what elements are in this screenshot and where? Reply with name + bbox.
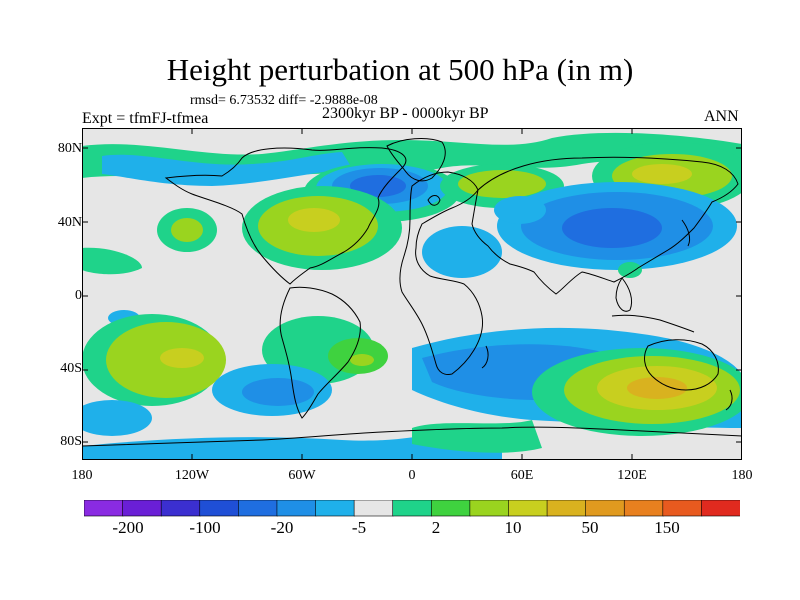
coast-asia: [471, 156, 739, 295]
season-label: ANN: [704, 108, 739, 125]
coast-greenland: [386, 138, 446, 182]
colorbar-swatch: [623, 500, 664, 517]
colorbar-swatch: [276, 500, 317, 517]
axis-ticks: [82, 128, 742, 460]
field-south-pacific: [82, 314, 388, 436]
colorbar-swatch: [430, 500, 471, 517]
map-panel: [82, 128, 742, 460]
coast-indochina: [615, 277, 633, 312]
field-north-pacific: [82, 186, 402, 275]
coast-madagascar: [481, 345, 489, 369]
coast-antarctica: [82, 426, 742, 447]
stats-label: rmsd= 6.73532 diff= -2.9888e-08: [190, 93, 378, 108]
experiment-label: Expt = tfmFJ-tfmea: [82, 110, 209, 127]
plot-title: Height perturbation at 500 hPa (in m): [166, 52, 634, 87]
coast-britain: [427, 195, 441, 206]
colorbar-swatch: [353, 500, 394, 517]
colorbar-swatch: [701, 500, 740, 517]
colorbar-swatch: [469, 500, 510, 517]
lat-label-0: 0: [75, 288, 82, 303]
coast-australia: [644, 339, 719, 391]
colorbar: [84, 500, 740, 517]
lon-label-180-west: 180: [71, 468, 93, 483]
colorbar-swatch: [160, 500, 201, 517]
lon-label-120w: 120W: [174, 468, 210, 483]
lon-label-0: 0: [408, 468, 416, 483]
lat-label-80s: 80S: [60, 434, 82, 449]
colorbar-label: 150: [654, 518, 680, 537]
lat-label-40s: 40S: [60, 361, 82, 376]
colorbar-swatch: [392, 500, 433, 517]
colorbar-label: 2: [431, 518, 441, 537]
colorbar-swatch: [546, 500, 587, 517]
period-label: 2300kyr BP - 0000kyr BP: [322, 105, 489, 122]
colorbar-swatch: [585, 500, 626, 517]
lon-label-120e: 120E: [617, 468, 647, 483]
coast-japan: [681, 219, 691, 247]
colorbar-label: -5: [351, 518, 367, 537]
lon-label-60w: 60W: [288, 468, 316, 483]
coast-south-america: [279, 286, 361, 419]
colorbar-swatch: [662, 500, 703, 517]
coast-europe-africa: [399, 171, 483, 375]
colorbar-label: -20: [270, 518, 294, 537]
coast-indonesia: [611, 314, 695, 333]
lat-label-40n: 40N: [57, 215, 82, 230]
colorbar-swatch: [238, 500, 278, 517]
lat-label-80n: 80N: [57, 141, 82, 156]
coast-north-america: [164, 147, 407, 285]
colorbar-label: 50: [581, 518, 599, 537]
lon-label-60e: 60E: [510, 468, 534, 483]
coastlines: [82, 138, 742, 447]
colorbar-label: 10: [504, 518, 522, 537]
colorbar-swatch: [84, 500, 124, 517]
field-asia-trough: [108, 182, 737, 326]
coast-new-zealand: [725, 389, 733, 411]
colorbar-swatch: [508, 500, 548, 517]
colorbar-label: -100: [189, 518, 221, 537]
colorbar-swatch: [199, 500, 240, 517]
colorbar-swatch: [122, 500, 162, 517]
colorbar-label: -200: [112, 518, 144, 537]
colorbar-swatch: [315, 500, 355, 517]
lon-label-180-east: 180: [731, 468, 753, 483]
